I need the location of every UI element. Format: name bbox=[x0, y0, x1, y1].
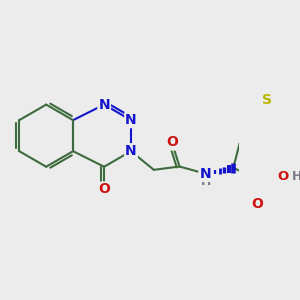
Text: O: O bbox=[251, 197, 263, 211]
Text: O: O bbox=[166, 136, 178, 149]
Text: N: N bbox=[98, 98, 110, 112]
Text: N: N bbox=[125, 113, 137, 127]
Text: O: O bbox=[277, 170, 288, 183]
Text: N: N bbox=[125, 144, 137, 158]
Text: H: H bbox=[201, 175, 212, 188]
Text: H: H bbox=[292, 170, 300, 183]
Text: N: N bbox=[199, 167, 211, 181]
Text: O: O bbox=[98, 182, 110, 197]
Text: S: S bbox=[262, 93, 272, 107]
